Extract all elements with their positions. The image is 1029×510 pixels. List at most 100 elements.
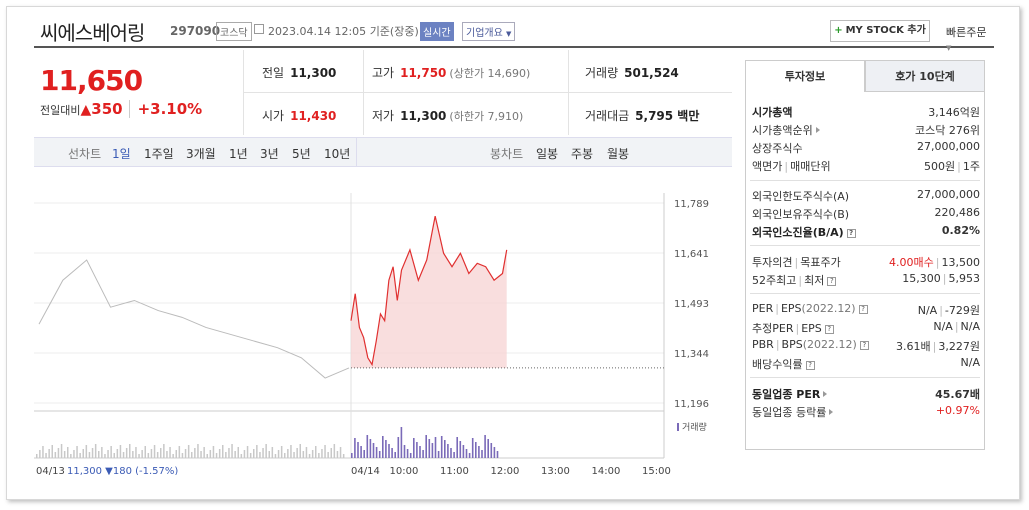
volume-bar [431,443,434,458]
volume-bar [73,450,75,458]
tab-5y[interactable]: 5년 [292,147,311,161]
volume-bar [181,453,184,458]
help-icon[interactable]: ? [858,305,868,314]
volume-bar [496,451,499,458]
corp-info-dropdown[interactable]: 기업개요 ▼ [462,22,516,41]
volume-bar [397,437,400,458]
tab-1y[interactable]: 1년 [229,147,248,161]
volume-bar [225,452,227,458]
volume-bar [243,450,246,458]
volume-bar [462,445,465,458]
volume-bar [268,451,270,458]
tab-monthly[interactable]: 월봉 [607,147,630,161]
volume-bar [277,450,280,458]
volume-legend-swatch [677,423,679,431]
volume-bar [144,446,146,458]
line-chart-label: 선차트 [68,147,102,161]
volume-bar [475,442,477,458]
x-tick-label: 10:00 [390,466,419,475]
volume-bar [293,452,295,458]
volume-bar [478,446,480,458]
volume-bar [122,452,125,458]
tab-weekly[interactable]: 주봉 [571,147,594,161]
help-icon[interactable]: ? [824,325,834,334]
volume-bar [212,446,215,458]
help-icon[interactable]: ? [859,341,869,350]
volume-bar [63,451,66,458]
datetime: 2023.04.14 12:05 기준(장중) [268,25,419,38]
x-tick-label: 15:00 [642,466,671,475]
volume-bar [336,451,339,458]
volume-bar [262,448,264,458]
change-pct: +3.10% [128,100,203,118]
volume-bar [434,437,437,458]
realtime-button[interactable]: 실시간 [420,22,454,41]
volume-bar [197,444,199,458]
y-tick-label: 11,196 [674,399,709,410]
row-par-unit: 액면가 | 매매단위 500원 | 1주 [752,160,980,173]
volume-bar [342,454,345,458]
volume-bar [484,435,486,458]
volume-bar [406,449,409,458]
row-industry-per: 동일업종 PER 45.67배 [752,388,980,401]
volume-bar [453,452,455,458]
volume-bar [175,450,177,458]
volume-bar [57,448,60,458]
tab-3m[interactable]: 3개월 [186,147,216,161]
up-arrow-icon: ▲ [80,102,92,118]
volume-bar [101,447,103,458]
volume-bar [259,452,261,458]
row-industry-change: 동일업종 등락률 +0.97% [752,404,980,419]
quick-order-button[interactable]: 빠른주문 ▼ [946,26,987,52]
help-icon[interactable]: ? [846,229,856,238]
volume-bar [385,440,387,458]
tab-1w[interactable]: 1주일 [144,147,174,161]
volume-bar [468,453,471,458]
market-badge: 코스닥 [216,22,252,41]
volume-bar [437,451,440,458]
volume-bar [104,454,106,458]
volume-bar [265,444,267,458]
volume-bar [206,454,208,458]
volume-bar [287,449,289,458]
help-icon[interactable]: ? [827,277,837,286]
volume-bar [67,447,69,458]
row-per-eps: PER | EPS(2022.12)? N/A | -729원 [752,302,980,317]
volume-bar [200,451,202,458]
stats-table: 전일 11,300 고가 11,750 (상한가 14,690) 거래량 501,524… [244,50,732,135]
y-tick-label: 11,344 [674,349,709,360]
row-opinion: 투자의견 | 목표주가 4.00매수 | 13,500 [752,256,980,269]
tab-3y[interactable]: 3년 [260,147,279,161]
volume-bar [218,449,221,458]
tab-10y[interactable]: 10년 [324,147,351,161]
volume-bar [178,446,181,458]
tab-orderbook-10[interactable]: 호가 10단계 [865,60,985,92]
y-tick-label: 11,641 [674,249,709,260]
mystock-add-button[interactable]: + MY STOCK 추가 [830,20,930,42]
volume-bar [481,450,483,458]
plus-icon: + [834,25,843,36]
stat-open: 시가 11,430 [262,109,337,123]
volume-bar [459,441,462,458]
volume-bar [129,444,131,458]
tab-1d[interactable]: 1일 [112,147,131,161]
volume-bar [425,435,427,458]
tab-daily[interactable]: 일봉 [536,147,559,161]
row-market-cap-rank: 시가총액순위 코스닥 276위 [752,124,980,137]
volume-bar [163,444,165,458]
volume-bar [339,447,342,458]
calendar-icon [254,24,264,34]
x-tick-label: 14:00 [592,466,621,475]
arrow-right-icon [823,391,828,397]
volume-bar [203,447,205,458]
volume-bar [135,447,137,458]
volume-bar [85,445,88,458]
volume-bar [42,446,44,458]
company-name: 씨에스베어링 [40,21,145,45]
tab-investment-info[interactable]: 투자정보 [745,60,865,92]
volume-bar [456,437,458,458]
volume-bar [465,449,468,458]
help-icon[interactable]: ? [805,361,815,370]
volume-bar [256,445,258,458]
volume-bar [422,450,424,458]
